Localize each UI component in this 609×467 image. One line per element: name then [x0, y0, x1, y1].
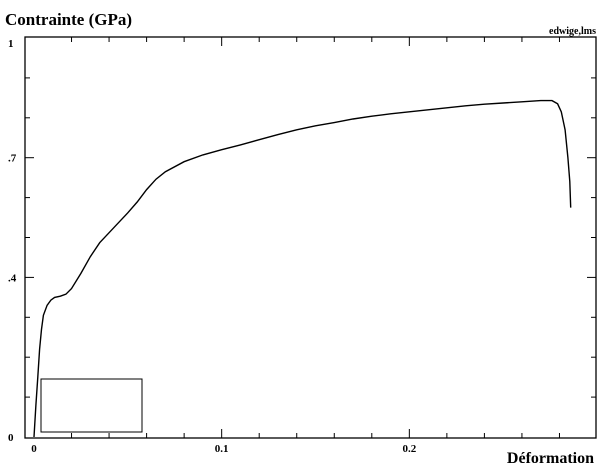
y-tick-label: 1 [8, 38, 14, 50]
y-axis-label: Contrainte (GPa) [5, 10, 132, 29]
y-axis-ticks: 0 .4 .7 1 [8, 38, 596, 444]
x-tick-label: 0.2 [402, 443, 416, 455]
x-tick-label: 0 [31, 443, 37, 455]
stress-strain-curve [33, 99, 572, 438]
annotation-box [40, 378, 143, 433]
y-tick-label: .4 [8, 272, 17, 284]
x-axis-label: Déformation [507, 450, 594, 467]
y-tick-label: 0 [8, 432, 14, 444]
y-tick-label: .7 [8, 153, 17, 165]
x-tick-label: 0.1 [215, 443, 229, 455]
x-axis-ticks: 0 0.1 0.2 [31, 37, 560, 455]
plot-frame [24, 36, 597, 439]
chart-annotation: edwige,lms [549, 26, 596, 37]
